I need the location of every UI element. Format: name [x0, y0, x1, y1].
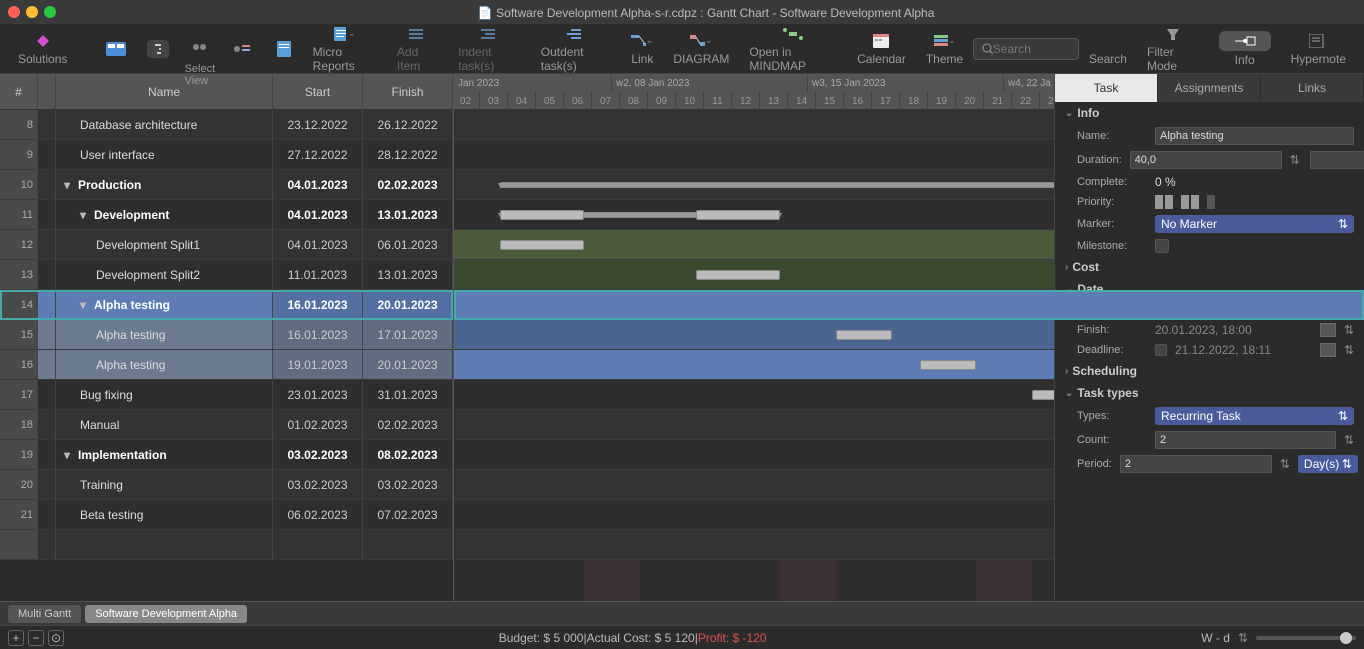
link-button[interactable]: ⌄Link — [621, 30, 663, 68]
gantt-bar[interactable] — [696, 270, 780, 280]
gantt-bar[interactable] — [500, 240, 584, 250]
name-label: Name: — [1077, 130, 1147, 142]
complete-value[interactable]: 0 % — [1155, 175, 1354, 189]
col-name-header[interactable]: Name — [56, 74, 273, 109]
search-box[interactable] — [973, 38, 1079, 60]
table-row[interactable]: 12Development Split104.01.202306.01.2023 — [0, 230, 453, 260]
finish-value: 20.01.2023, 18:00 — [1155, 323, 1312, 337]
table-row[interactable]: 14▾Alpha testing16.01.202320.01.2023 — [0, 290, 453, 320]
gantt-bar[interactable] — [836, 330, 892, 340]
zoom-label: W - d — [1201, 631, 1230, 645]
info-button[interactable]: Info — [1209, 29, 1281, 69]
tab-links[interactable]: Links — [1261, 74, 1364, 102]
zoom-window[interactable] — [44, 6, 56, 18]
search-icon — [982, 43, 993, 55]
gantt-bar[interactable] — [696, 210, 780, 220]
section-task-types[interactable]: ⌄Task types — [1055, 382, 1364, 404]
theme-button[interactable]: ⌄Theme — [916, 30, 973, 68]
select-view-gantt[interactable] — [137, 38, 179, 60]
filter-mode-button[interactable]: Filter Mode — [1137, 23, 1209, 75]
count-input[interactable] — [1155, 431, 1336, 449]
section-info[interactable]: ⌄Info — [1055, 102, 1364, 124]
complete-label: Complete: — [1077, 176, 1147, 188]
table-row[interactable]: 18Manual01.02.202302.02.2023 — [0, 410, 453, 440]
calendar-button[interactable]: Calendar — [847, 30, 916, 68]
deadline-label: Deadline: — [1077, 344, 1147, 356]
zoom-slider[interactable] — [1256, 636, 1356, 640]
outdent-button[interactable]: Outdent task(s) — [531, 23, 622, 75]
duration-label: Duration: — [1077, 154, 1122, 166]
tab-document[interactable]: Software Development Alpha — [85, 605, 247, 623]
priority-picker[interactable] — [1155, 195, 1215, 209]
add-row-button[interactable]: + — [8, 630, 24, 646]
col-num-header[interactable]: # — [0, 74, 38, 109]
select-view-cards[interactable] — [95, 38, 137, 60]
period-input[interactable] — [1120, 455, 1272, 473]
period-label: Period: — [1077, 458, 1112, 470]
hypernote-button[interactable]: Hypernote — [1281, 30, 1356, 68]
deadline-checkbox[interactable] — [1155, 344, 1167, 356]
types-select[interactable]: Recurring Task⇅ — [1155, 407, 1354, 425]
select-view-people[interactable] — [179, 38, 221, 60]
finish-date-picker[interactable] — [1320, 323, 1336, 337]
finish-label: Finish: — [1077, 324, 1147, 336]
profit-text: Profit: $ -120 — [698, 631, 767, 645]
gantt-bar[interactable] — [920, 360, 976, 370]
table-row[interactable]: 11▾Development04.01.202313.01.2023 — [0, 200, 453, 230]
milestone-label: Milestone: — [1077, 240, 1147, 252]
table-row[interactable]: 20Training03.02.202303.02.2023 — [0, 470, 453, 500]
actual-cost-text: Actual Cost: $ 5 120 — [587, 631, 695, 645]
marker-label: Marker: — [1077, 218, 1147, 230]
select-view-resource[interactable] — [221, 38, 263, 60]
gantt-bar[interactable] — [500, 210, 584, 220]
tab-multi-gantt[interactable]: Multi Gantt — [8, 605, 81, 623]
diagram-button[interactable]: ⌄DIAGRAM — [663, 30, 739, 68]
remove-row-button[interactable]: − — [28, 630, 44, 646]
close-window[interactable] — [8, 6, 20, 18]
marker-select[interactable]: No Marker⇅ — [1155, 215, 1354, 233]
minimize-window[interactable] — [26, 6, 38, 18]
name-input[interactable] — [1155, 127, 1354, 145]
deadline-value: 21.12.2022, 18:11 — [1175, 343, 1312, 357]
table-row[interactable]: 9User interface27.12.202228.12.2022 — [0, 140, 453, 170]
col-start-header[interactable]: Start — [273, 74, 363, 109]
table-row[interactable]: 8Database architecture23.12.202226.12.20… — [0, 110, 453, 140]
table-row[interactable]: 21Beta testing06.02.202307.02.2023 — [0, 500, 453, 530]
select-view-doc[interactable] — [263, 38, 305, 60]
duration-unit[interactable] — [1310, 151, 1364, 169]
budget-text: Budget: $ 5 000 — [499, 631, 584, 645]
table-row[interactable]: 10▾Production04.01.202302.02.2023 — [0, 170, 453, 200]
tab-assignments[interactable]: Assignments — [1158, 74, 1261, 102]
milestone-checkbox[interactable] — [1155, 239, 1169, 253]
table-row[interactable]: 16Alpha testing19.01.202320.01.2023 — [0, 350, 453, 380]
search-input[interactable] — [993, 42, 1070, 56]
duration-input[interactable] — [1130, 151, 1282, 169]
table-row[interactable] — [0, 530, 453, 560]
settings-button[interactable]: ⊙ — [48, 630, 64, 646]
section-cost[interactable]: ›Cost — [1055, 256, 1364, 278]
window-title: 📄 Software Development Alpha-s-r.cdpz : … — [56, 5, 1356, 20]
inspector-panel: Task Assignments Links ⌄Info Name: Durat… — [1054, 74, 1364, 649]
table-row[interactable]: 13Development Split211.01.202313.01.2023 — [0, 260, 453, 290]
col-finish-header[interactable]: Finish — [363, 74, 453, 109]
table-row[interactable]: 15Alpha testing16.01.202317.01.2023 — [0, 320, 453, 350]
deadline-date-picker[interactable] — [1320, 343, 1336, 357]
priority-label: Priority: — [1077, 196, 1147, 208]
count-label: Count: — [1077, 434, 1147, 446]
select-view-label: Select View — [185, 63, 234, 87]
mindmap-button[interactable]: Open in MINDMAP — [739, 23, 847, 75]
micro-reports-button[interactable]: ⌄Micro Reports — [303, 23, 387, 75]
period-unit-select[interactable]: Day(s)⇅ — [1298, 455, 1358, 473]
tab-task[interactable]: Task — [1055, 74, 1158, 102]
section-scheduling[interactable]: ›Scheduling — [1055, 360, 1364, 382]
search-label: Search — [1079, 30, 1137, 68]
types-label: Types: — [1077, 410, 1147, 422]
add-item-button[interactable]: Add Item — [387, 23, 448, 75]
table-row[interactable]: 17Bug fixing23.01.202331.01.2023 — [0, 380, 453, 410]
toolbar: Solutions Select View ⌄Micro Reports Add… — [0, 24, 1364, 74]
table-row[interactable]: 19▾Implementation03.02.202308.02.2023 — [0, 440, 453, 470]
solutions-button[interactable]: Solutions — [8, 30, 77, 68]
gantt-bar[interactable] — [500, 182, 1060, 188]
indent-button[interactable]: Indent task(s) — [448, 23, 531, 75]
